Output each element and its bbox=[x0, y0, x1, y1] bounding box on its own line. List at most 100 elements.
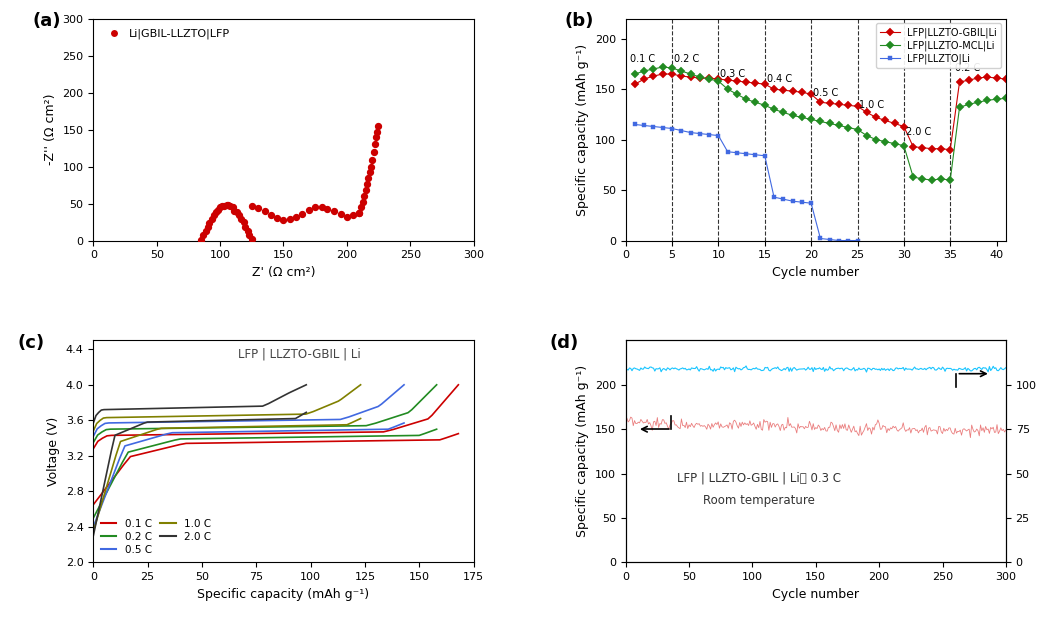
Point bbox=[275, 215, 291, 225]
LFP|LLZTO|Li bbox=[833, 237, 845, 244]
Point bbox=[318, 203, 335, 213]
Text: (a): (a) bbox=[32, 12, 61, 30]
Text: (c): (c) bbox=[18, 334, 45, 352]
Point bbox=[370, 121, 387, 130]
LFP|LLZTO-GBIL|Li bbox=[898, 123, 910, 130]
Text: 0.4 C: 0.4 C bbox=[766, 74, 791, 84]
LFP|LLZTO-MCL|Li bbox=[694, 74, 706, 81]
LFP|LLZTO-MCL|Li bbox=[972, 99, 984, 106]
LFP|LLZTO|Li bbox=[656, 124, 669, 131]
Point bbox=[356, 191, 372, 201]
LFP|LLZTO-GBIL|Li bbox=[851, 103, 864, 110]
Point bbox=[359, 179, 375, 188]
Line: LFP|LLZTO|Li: LFP|LLZTO|Li bbox=[633, 122, 860, 243]
LFP|LLZTO-GBIL|Li bbox=[870, 114, 882, 121]
Legend: LFP|LLZTO-GBIL|Li, LFP|LLZTO-MCL|Li, LFP|LLZTO|Li: LFP|LLZTO-GBIL|Li, LFP|LLZTO-MCL|Li, LFP… bbox=[876, 23, 1001, 67]
LFP|LLZTO-GBIL|Li bbox=[656, 70, 669, 78]
LFP|LLZTO-GBIL|Li bbox=[981, 74, 993, 81]
Point bbox=[232, 214, 249, 224]
LFP|LLZTO-GBIL|Li bbox=[638, 75, 650, 83]
Text: (d): (d) bbox=[550, 334, 579, 352]
LFP|LLZTO|Li bbox=[684, 129, 697, 136]
LFP|LLZTO-MCL|Li bbox=[879, 138, 892, 145]
LFP|LLZTO-GBIL|Li bbox=[666, 70, 678, 78]
Point bbox=[224, 202, 241, 212]
LFP|LLZTO-MCL|Li bbox=[647, 66, 660, 73]
LFP|LLZTO|Li bbox=[805, 200, 817, 207]
Point bbox=[244, 201, 260, 211]
LFP|LLZTO-MCL|Li bbox=[925, 176, 937, 184]
Point bbox=[212, 202, 228, 212]
LFP|LLZTO-MCL|Li bbox=[934, 176, 947, 183]
LFP|LLZTO|Li bbox=[722, 148, 734, 156]
LFP|LLZTO-MCL|Li bbox=[833, 122, 845, 129]
LFP|LLZTO-GBIL|Li bbox=[731, 77, 744, 85]
LFP|LLZTO-MCL|Li bbox=[889, 140, 901, 147]
Point bbox=[360, 174, 376, 184]
Y-axis label: Voltage (V): Voltage (V) bbox=[47, 417, 60, 486]
LFP|LLZTO-GBIL|Li bbox=[962, 77, 975, 84]
Legend: Li|GBIL-LLZTO|LFP: Li|GBIL-LLZTO|LFP bbox=[99, 24, 234, 43]
X-axis label: Cycle number: Cycle number bbox=[773, 588, 860, 601]
X-axis label: Specific capacity (mAh g⁻¹): Specific capacity (mAh g⁻¹) bbox=[197, 588, 369, 601]
Point bbox=[363, 162, 380, 172]
Text: 1.0 C: 1.0 C bbox=[860, 100, 885, 111]
Point bbox=[220, 200, 236, 210]
Y-axis label: Specific capacity (mAh g⁻¹): Specific capacity (mAh g⁻¹) bbox=[577, 43, 589, 216]
LFP|LLZTO-GBIL|Li bbox=[972, 74, 984, 82]
Point bbox=[222, 201, 239, 211]
LFP|LLZTO|Li bbox=[851, 237, 864, 244]
LFP|LLZTO-MCL|Li bbox=[944, 176, 956, 184]
LFP|LLZTO-MCL|Li bbox=[758, 101, 770, 109]
Y-axis label: Specific capacity (mAh g⁻¹): Specific capacity (mAh g⁻¹) bbox=[577, 365, 589, 538]
LFP|LLZTO|Li bbox=[740, 150, 753, 158]
Point bbox=[269, 213, 285, 223]
LFP|LLZTO-MCL|Li bbox=[666, 64, 678, 72]
LFP|LLZTO|Li bbox=[731, 149, 744, 156]
LFP|LLZTO-GBIL|Li bbox=[777, 87, 789, 94]
Point bbox=[355, 197, 371, 207]
Legend: 0.1 C, 0.2 C, 0.5 C, 1.0 C, 2.0 C: 0.1 C, 0.2 C, 0.5 C, 1.0 C, 2.0 C bbox=[99, 517, 214, 557]
LFP|LLZTO-MCL|Li bbox=[907, 173, 920, 180]
LFP|LLZTO-MCL|Li bbox=[795, 114, 808, 121]
Point bbox=[249, 203, 265, 213]
LFP|LLZTO-GBIL|Li bbox=[953, 78, 965, 86]
Point bbox=[301, 205, 317, 214]
Text: (b): (b) bbox=[565, 12, 594, 30]
Point bbox=[262, 210, 279, 220]
LFP|LLZTO|Li bbox=[758, 152, 770, 159]
Text: 0.3 C: 0.3 C bbox=[721, 69, 746, 79]
Point bbox=[218, 200, 234, 210]
LFP|LLZTO|Li bbox=[777, 195, 789, 203]
LFP|LLZTO|Li bbox=[814, 235, 826, 242]
LFP|LLZTO-MCL|Li bbox=[750, 99, 762, 106]
Point bbox=[226, 206, 243, 216]
Point bbox=[365, 147, 382, 157]
Point bbox=[362, 167, 379, 177]
LFP|LLZTO|Li bbox=[675, 127, 688, 134]
LFP|LLZTO-MCL|Li bbox=[823, 120, 836, 127]
LFP|LLZTO|Li bbox=[638, 122, 650, 129]
Point bbox=[352, 208, 368, 218]
Point bbox=[288, 212, 305, 222]
LFP|LLZTO-GBIL|Li bbox=[684, 74, 697, 81]
Point bbox=[352, 208, 368, 218]
Text: 2.0 C: 2.0 C bbox=[905, 127, 931, 137]
LFP|LLZTO-GBIL|Li bbox=[703, 74, 716, 82]
LFP|LLZTO-GBIL|Li bbox=[842, 101, 854, 109]
Y-axis label: -Z'' (Ω cm²): -Z'' (Ω cm²) bbox=[44, 94, 57, 165]
Point bbox=[237, 222, 254, 232]
LFP|LLZTO-MCL|Li bbox=[870, 136, 882, 143]
LFP|LLZTO-GBIL|Li bbox=[823, 99, 836, 107]
LFP|LLZTO-GBIL|Li bbox=[934, 145, 947, 153]
LFP|LLZTO-MCL|Li bbox=[851, 126, 864, 133]
LFP|LLZTO-MCL|Li bbox=[981, 96, 993, 104]
Point bbox=[240, 226, 256, 236]
Point bbox=[282, 214, 299, 224]
LFP|LLZTO-GBIL|Li bbox=[712, 75, 725, 83]
Point bbox=[368, 132, 385, 142]
Point bbox=[244, 234, 260, 244]
LFP|LLZTO-GBIL|Li bbox=[628, 80, 641, 88]
LFP|LLZTO-GBIL|Li bbox=[889, 120, 901, 127]
LFP|LLZTO-GBIL|Li bbox=[833, 101, 845, 108]
